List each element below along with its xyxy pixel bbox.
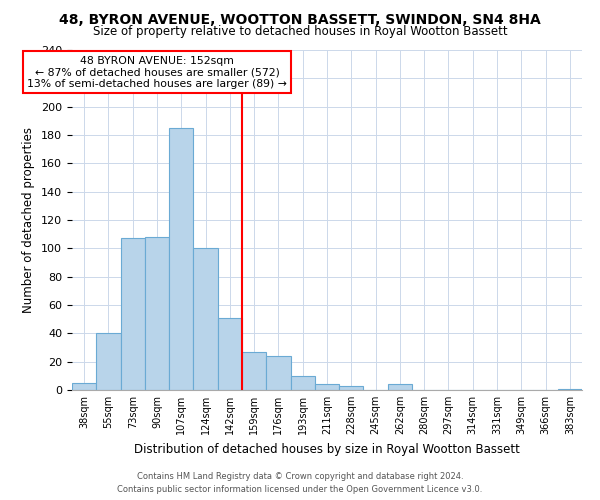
Bar <box>96 334 121 390</box>
Bar <box>218 318 242 390</box>
Bar <box>242 352 266 390</box>
Text: 48, BYRON AVENUE, WOOTTON BASSETT, SWINDON, SN4 8HA: 48, BYRON AVENUE, WOOTTON BASSETT, SWIND… <box>59 12 541 26</box>
Text: Size of property relative to detached houses in Royal Wootton Bassett: Size of property relative to detached ho… <box>92 25 508 38</box>
Bar <box>266 356 290 390</box>
Text: 48 BYRON AVENUE: 152sqm
← 87% of detached houses are smaller (572)
13% of semi-d: 48 BYRON AVENUE: 152sqm ← 87% of detache… <box>27 56 287 89</box>
Bar <box>388 384 412 390</box>
Bar <box>558 388 582 390</box>
Bar <box>193 248 218 390</box>
X-axis label: Distribution of detached houses by size in Royal Wootton Bassett: Distribution of detached houses by size … <box>134 442 520 456</box>
Bar <box>145 237 169 390</box>
Bar <box>315 384 339 390</box>
Bar <box>339 386 364 390</box>
Bar <box>121 238 145 390</box>
Bar <box>290 376 315 390</box>
Bar <box>72 383 96 390</box>
Text: Contains HM Land Registry data © Crown copyright and database right 2024.
Contai: Contains HM Land Registry data © Crown c… <box>118 472 482 494</box>
Y-axis label: Number of detached properties: Number of detached properties <box>22 127 35 313</box>
Bar <box>169 128 193 390</box>
